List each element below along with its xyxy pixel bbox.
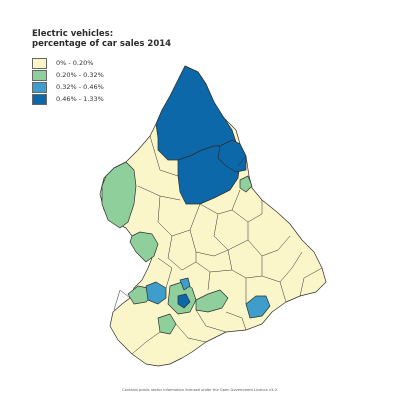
region-teesside [239,175,253,193]
legend-swatch [32,81,47,93]
licence-credit: Contains public sector information licen… [122,388,278,392]
map-title: Electric vehicles: percentage of car sal… [32,29,171,49]
region-trafford [177,293,191,309]
region-liverpool [145,281,167,305]
legend-item: 0.46% - 1.33% [32,93,104,105]
legend-label: 0% - 0.20% [56,59,94,67]
legend-swatch [32,93,47,105]
map-title-line-1: Electric vehicles: [32,29,114,39]
district-boundaries [113,135,323,355]
region-sheffield [245,295,271,319]
legend-label: 0.32% - 0.46% [56,83,104,91]
legend-label: 0.20% - 0.32% [56,71,104,79]
map-title-line-2: percentage of car sales 2014 [32,39,172,49]
legend-label: 0.46% - 1.33% [56,95,104,103]
region-manchester-b [195,289,229,313]
region-cheshire [157,313,177,335]
legend-item: 0.20% - 0.32% [32,69,104,81]
legend-swatch [32,69,47,81]
legend-item: 0.32% - 0.46% [32,81,104,93]
legend-swatch [32,57,47,69]
legend-item: 0% - 0.20% [32,57,104,69]
region-tyneside [217,139,247,173]
legend: 0% - 0.20% 0.20% - 0.32% 0.32% - 0.46% 0… [32,57,104,105]
region-leeds [179,277,191,291]
region-cumbria-west [101,161,137,229]
region-cumbria-south [129,231,159,263]
